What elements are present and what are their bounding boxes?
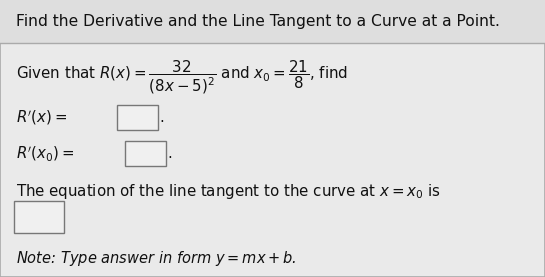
Text: Find the Derivative and the Line Tangent to a Curve at a Point.: Find the Derivative and the Line Tangent… <box>16 14 500 29</box>
Text: .: . <box>159 110 164 125</box>
Text: .: . <box>167 146 172 161</box>
FancyBboxPatch shape <box>0 0 545 43</box>
FancyBboxPatch shape <box>125 141 166 166</box>
Text: $R'(x) =$: $R'(x) =$ <box>16 108 68 127</box>
Text: The equation of the line tangent to the curve at $x = x_0$ is: The equation of the line tangent to the … <box>16 182 441 201</box>
Text: $R'(x_0) =$: $R'(x_0) =$ <box>16 144 75 163</box>
Text: Given that $R(x) = \dfrac{32}{(8x-5)^2}$ and $x_0 = \dfrac{21}{8}$, find: Given that $R(x) = \dfrac{32}{(8x-5)^2}$… <box>16 59 348 96</box>
FancyBboxPatch shape <box>14 201 64 233</box>
FancyBboxPatch shape <box>117 105 158 130</box>
Text: Note: Type answer in form $y = mx + b$.: Note: Type answer in form $y = mx + b$. <box>16 250 297 268</box>
